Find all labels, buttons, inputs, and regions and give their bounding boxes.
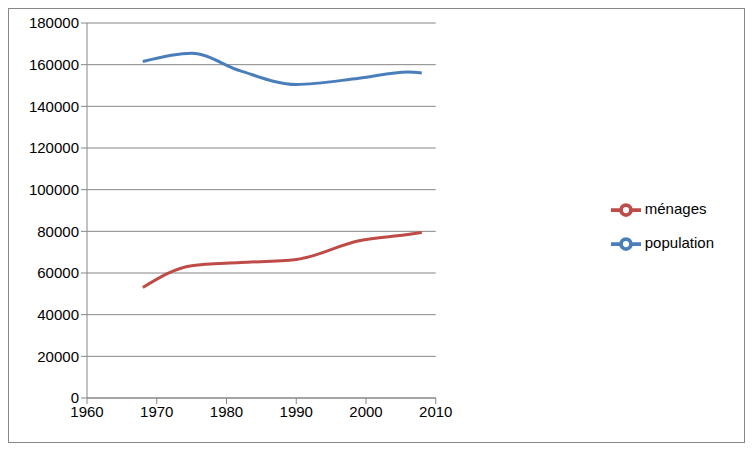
svg-text:180000: 180000 [29, 14, 79, 31]
svg-text:40000: 40000 [37, 306, 79, 323]
svg-text:120000: 120000 [29, 139, 79, 156]
svg-text:100000: 100000 [29, 181, 79, 198]
svg-text:1990: 1990 [280, 403, 313, 420]
html-text:population: population [644, 233, 714, 251]
svg-text:2000: 2000 [349, 403, 382, 420]
svg-text:80000: 80000 [37, 223, 79, 240]
svg-text:2010: 2010 [419, 403, 452, 420]
svg-text:1960: 1960 [70, 402, 104, 420]
svg-text:140000: 140000 [29, 98, 79, 115]
html-text:ménages: ménages [644, 199, 707, 217]
svg-text:20000: 20000 [37, 348, 79, 365]
svg-text:0: 0 [71, 389, 79, 406]
svg-text:60000: 60000 [37, 264, 79, 281]
svg-text:1970: 1970 [140, 403, 173, 420]
svg-text:1980: 1980 [210, 403, 243, 420]
svg-text:160000: 160000 [29, 56, 79, 73]
